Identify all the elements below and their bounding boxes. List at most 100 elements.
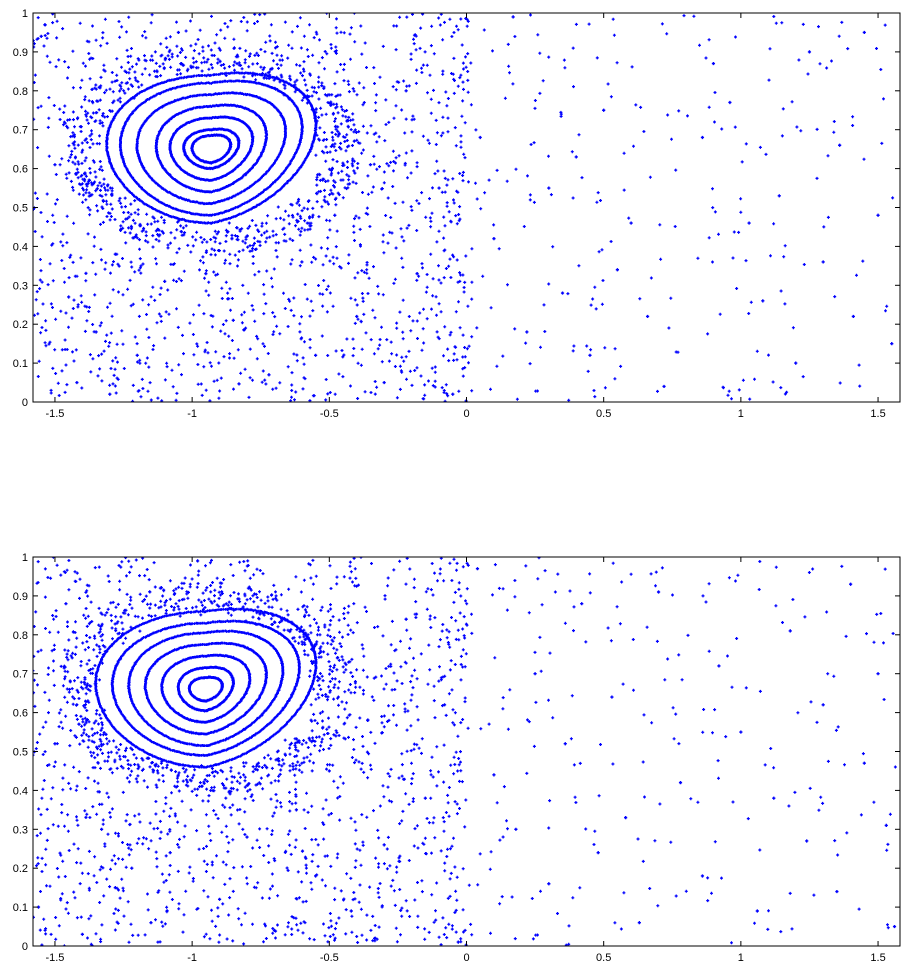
y-tick-label: 0.5 <box>13 747 28 759</box>
scatter-point <box>821 703 825 707</box>
scatter-point <box>876 213 880 217</box>
scatter-point <box>294 808 298 812</box>
scatter-point <box>456 940 460 944</box>
scatter-point <box>53 742 57 746</box>
x-tick-label: -1 <box>187 952 197 964</box>
scatter-point <box>862 30 866 35</box>
scatter-point <box>876 672 880 676</box>
x-tick-label: -0.5 <box>320 952 339 964</box>
scatter-point <box>437 186 441 190</box>
scatter-point <box>563 742 567 746</box>
scatter-point <box>596 851 600 855</box>
y-tick-label: 0.3 <box>13 280 28 292</box>
x-tick-label: 0 <box>463 952 469 964</box>
y-tick-label: 0.1 <box>13 358 28 370</box>
scatter-point <box>794 361 798 365</box>
scatter-point <box>272 928 277 933</box>
scatter-point <box>113 252 117 256</box>
scatter-point <box>629 221 633 225</box>
scatter-point <box>849 582 853 586</box>
y-tick-label: 0.4 <box>13 241 28 253</box>
scatter-point <box>80 932 84 936</box>
scatter-point <box>366 718 370 722</box>
x-tick-label: 1.5 <box>870 408 885 420</box>
scatter-point <box>130 866 134 870</box>
y-tick-label: 0.5 <box>13 203 28 215</box>
scatter-point <box>511 15 515 19</box>
chaotic-sea-texture <box>33 13 895 402</box>
y-tick-label: 1 <box>22 552 28 564</box>
scatter-panel-bottom: -1.5 -1 -0.5 0 0.5 1 1.5 0 0.1 0.2 0.3 0.4 0.5 0.6 0.7… <box>13 552 901 964</box>
scatter-point <box>525 330 529 334</box>
scatter-point <box>313 353 318 357</box>
scatter-point <box>327 769 331 773</box>
scatter-point <box>245 835 249 839</box>
scatter-point <box>821 260 825 264</box>
scatter-panel-top: -1.5 -1 -0.5 0 0.5 1 1.5 0 0.1 0.2 0.3 0.4 0.5 0.6 0.7… <box>13 8 901 420</box>
scatter-point <box>678 781 683 785</box>
scatter-point <box>451 392 455 396</box>
plot-area <box>33 557 897 946</box>
island-orbit <box>110 619 301 757</box>
scatter-point <box>835 889 839 894</box>
scatter-point <box>560 291 565 295</box>
scatter-point <box>204 272 208 276</box>
island-orbits <box>94 607 318 769</box>
scatter-point <box>67 295 71 299</box>
y-tick-label: 0 <box>22 941 28 953</box>
scatter-point <box>838 143 842 147</box>
scatter-point <box>382 843 386 847</box>
scatter-point <box>149 921 153 925</box>
scatter-point <box>892 924 897 929</box>
scatter-point <box>700 135 705 140</box>
y-tick-label: 0.2 <box>13 319 28 331</box>
scatter-point <box>805 839 809 843</box>
scatter-point <box>231 318 235 322</box>
data-points <box>36 559 897 944</box>
plot-area <box>33 13 895 402</box>
scatter-point <box>588 353 592 357</box>
scatter-point <box>747 221 751 225</box>
scatter-point <box>475 567 480 571</box>
scatter-point <box>368 163 373 167</box>
island-orbit <box>143 641 268 736</box>
scatter-point <box>890 342 894 346</box>
scatter-point <box>492 773 496 777</box>
x-tick-label: -1.5 <box>45 408 64 420</box>
y-tick-label: 0.9 <box>13 47 28 59</box>
island-orbit <box>154 103 269 194</box>
x-tick-label: 0.5 <box>596 408 611 420</box>
scatter-point <box>615 268 620 272</box>
scatter-point <box>807 50 812 54</box>
scatter-point <box>53 163 57 167</box>
y-tick-label: 1 <box>22 8 28 20</box>
scatter-point <box>728 100 732 105</box>
scatter-point <box>94 330 98 334</box>
island-orbit <box>94 607 318 769</box>
y-tick-label: 0.2 <box>13 863 28 875</box>
x-tick-label: -0.5 <box>320 408 339 420</box>
x-tick-label: -1.5 <box>45 952 64 964</box>
island-orbit <box>187 675 224 703</box>
scatter-point <box>108 392 112 396</box>
scatter-point <box>624 816 628 820</box>
scatter-point <box>739 730 743 734</box>
scatter-point <box>313 874 318 878</box>
scatter-point <box>415 272 419 276</box>
scatter-point <box>75 380 79 385</box>
scatter-point <box>637 921 641 925</box>
x-tick-label: 0.5 <box>596 952 611 964</box>
scatter-point <box>349 909 353 913</box>
scatter-point <box>163 279 167 284</box>
chaotic-sea-texture <box>33 557 897 946</box>
y-tick-label: 0.8 <box>13 630 28 642</box>
scatter-point <box>300 260 304 264</box>
island-orbit <box>176 665 235 713</box>
y-tick-label: 0.8 <box>13 86 28 98</box>
scatter-point <box>404 617 408 621</box>
scatter-point <box>610 695 614 699</box>
island-orbit <box>135 91 288 206</box>
scatter-point <box>755 909 759 913</box>
data-points <box>39 15 894 396</box>
